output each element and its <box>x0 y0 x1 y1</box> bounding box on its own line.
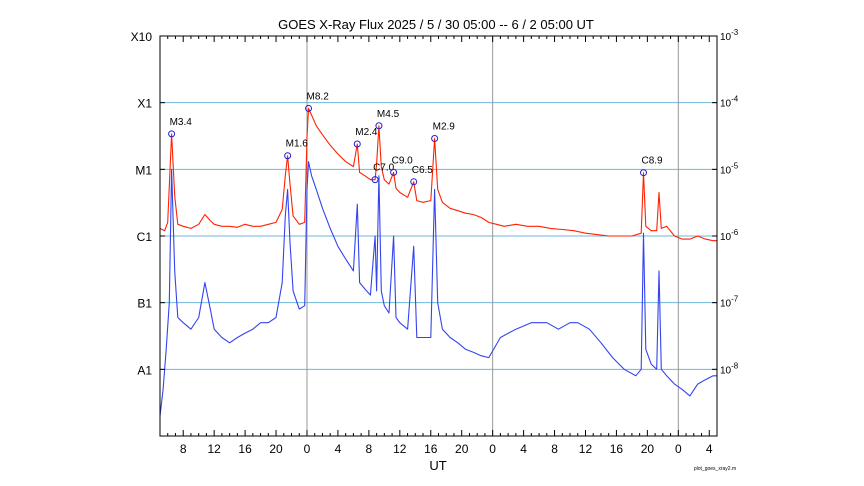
right-tick-label: 10-5 <box>720 161 739 176</box>
flare-label: M2.9 <box>433 122 456 133</box>
right-tick-label: 10-3 <box>720 28 739 43</box>
left-tick-label: X10 <box>131 30 153 44</box>
left-tick-label: A1 <box>137 363 152 377</box>
left-axis-flare-class: A1 B1 C1 M1 X1 X10 <box>131 30 165 377</box>
flare-marker <box>410 178 418 186</box>
series-long <box>160 107 717 242</box>
x-tick-label: 4 <box>335 442 342 456</box>
x-axis: 8 12 16 20 0 4 8 12 16 20 0 4 8 12 16 20 0 4 <box>167 36 713 456</box>
x-tick-label: 4 <box>706 442 713 456</box>
chart-title: GOES X-Ray Flux 2025 / 5 / 30 05:00 -- 6… <box>278 17 594 32</box>
x-tick-label: 4 <box>520 442 527 456</box>
right-tick-label: 10-6 <box>720 228 739 243</box>
right-tick-label: 10-7 <box>720 295 739 310</box>
x-tick-label: 16 <box>238 442 252 456</box>
flare-marker <box>640 169 648 177</box>
flare-marker <box>390 168 398 176</box>
plot-credit: plot_goes_xray2.m <box>694 466 736 472</box>
flare-marker <box>375 122 383 130</box>
right-tick-label: 10-8 <box>720 361 739 376</box>
flare-label: M3.4 <box>170 117 193 128</box>
x-tick-label: 12 <box>393 442 407 456</box>
x-tick-label: 20 <box>641 442 655 456</box>
left-tick-label: B1 <box>137 297 152 311</box>
flare-markers: M3.4 M1.6 M8.2 M2.4 C7.0 M4.5 C9.0C6.5 M2.9 C8.9 <box>168 91 664 186</box>
x-axis-label: UT <box>429 458 446 473</box>
x-tick-label: 8 <box>366 442 373 456</box>
x-tick-label: 20 <box>269 442 283 456</box>
x-tick-label: 8 <box>551 442 558 456</box>
flare-marker <box>371 176 379 184</box>
x-tick-label: 8 <box>180 442 187 456</box>
x-tick-label: 0 <box>304 442 311 456</box>
series-layer <box>160 107 717 416</box>
flare-label: M4.5 <box>377 109 400 120</box>
flare-marker <box>305 104 313 112</box>
x-tick-label: 0 <box>489 442 496 456</box>
flare-label: M1.6 <box>286 139 309 150</box>
right-tick-label: 10-4 <box>720 95 739 110</box>
flare-label: C9.0 <box>392 155 414 166</box>
x-tick-label: 12 <box>207 442 221 456</box>
flare-label: C8.9 <box>642 156 664 167</box>
x-tick-label: 0 <box>675 442 682 456</box>
x-tick-label: 16 <box>424 442 438 456</box>
flare-marker <box>431 135 439 143</box>
flare-marker <box>284 152 292 160</box>
x-tick-label: 20 <box>455 442 469 456</box>
plot-area <box>160 107 717 416</box>
left-tick-label: M1 <box>135 163 152 177</box>
day-boundary-gridlines <box>306 36 679 436</box>
flare-label: C7.0 <box>373 163 395 174</box>
x-tick-label: 12 <box>579 442 593 456</box>
flare-label: C6.5 <box>412 165 434 176</box>
flare-marker <box>168 130 176 138</box>
right-axis-flux: 10-8 10-7 10-6 10-5 10-4 10-3 <box>712 28 739 376</box>
flare-label: M8.2 <box>307 91 330 102</box>
left-tick-label: X1 <box>137 97 152 111</box>
x-tick-label: 16 <box>610 442 624 456</box>
flare-label: M2.4 <box>355 127 378 138</box>
left-tick-label: C1 <box>137 230 153 244</box>
flare-marker <box>353 140 361 148</box>
series-short <box>160 161 717 416</box>
